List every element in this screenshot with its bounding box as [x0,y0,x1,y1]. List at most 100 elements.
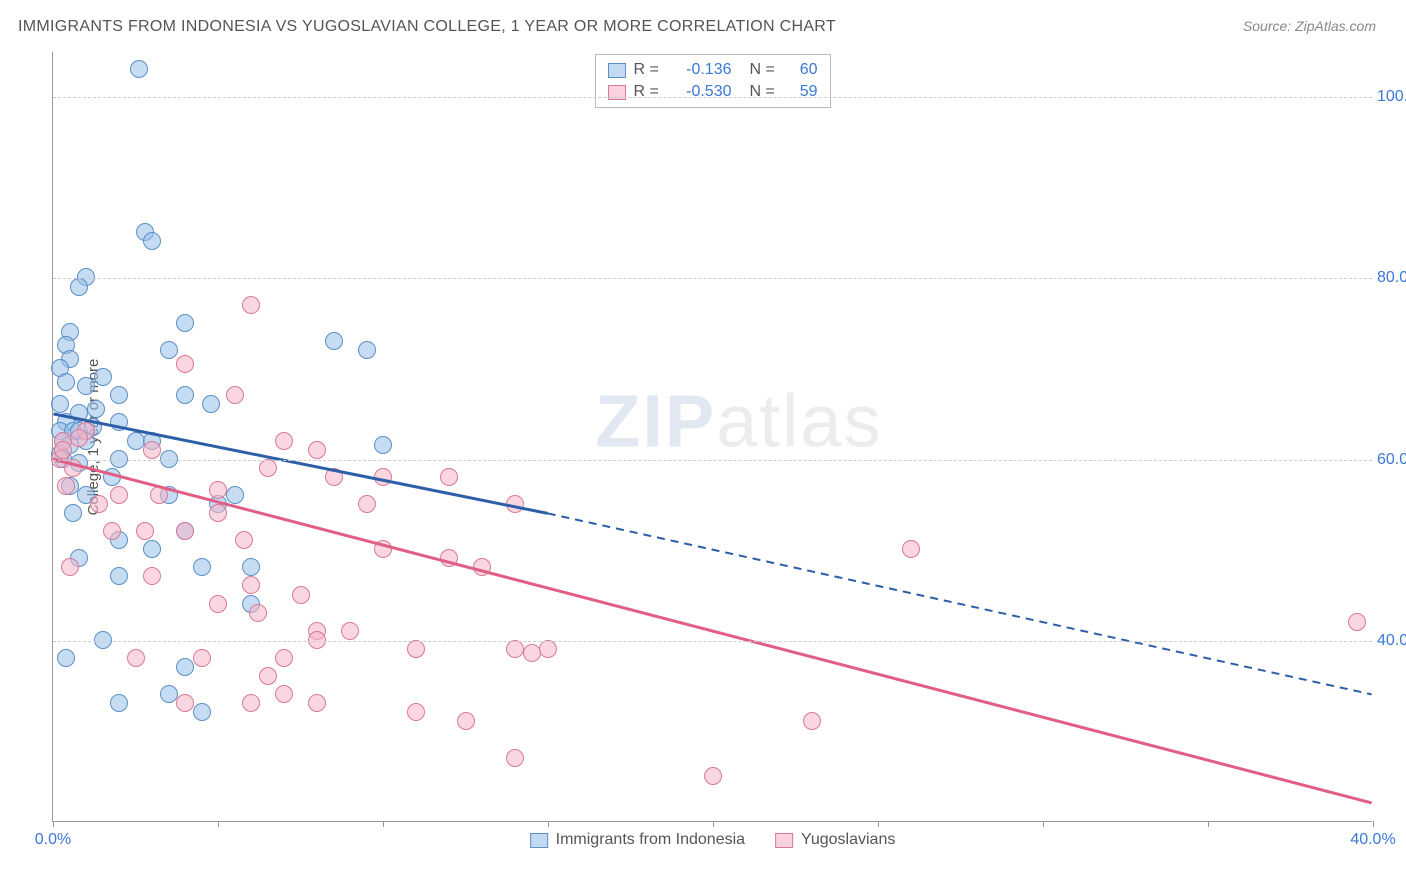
chart-title: IMMIGRANTS FROM INDONESIA VS YUGOSLAVIAN… [18,18,836,36]
y-tick-label: 60.0% [1377,451,1406,469]
data-point [176,694,194,712]
legend-correlation: R =-0.136N =60R =-0.530N =59 [595,54,831,108]
data-point [176,314,194,332]
data-point [506,640,524,658]
data-point [87,400,105,418]
legend-n-value: 60 [788,61,818,79]
grid-line [53,97,1372,98]
trend-line-dashed [548,513,1372,694]
data-point [374,468,392,486]
data-point [523,644,541,662]
data-point [506,749,524,767]
data-point [457,712,475,730]
x-tick-mark [713,821,714,827]
data-point [235,531,253,549]
legend-r-label: R = [634,61,664,79]
legend-n-label: N = [750,61,780,79]
data-point [704,767,722,785]
data-point [110,694,128,712]
data-point [70,429,88,447]
legend-swatch [530,833,548,848]
x-tick-mark [53,821,54,827]
data-point [193,703,211,721]
data-point [202,395,220,413]
x-tick-mark [383,821,384,827]
data-point [275,432,293,450]
y-tick-label: 40.0% [1377,632,1406,650]
legend-swatch [775,833,793,848]
data-point [160,685,178,703]
data-point [176,658,194,676]
data-point [103,522,121,540]
data-point [259,459,277,477]
data-point [57,477,75,495]
legend-series: Immigrants from Indonesia Yugoslavians [530,831,896,849]
data-point [94,368,112,386]
data-point [209,481,227,499]
x-tick-mark [218,821,219,827]
data-point [325,468,343,486]
data-point [176,386,194,404]
watermark: ZIPatlas [595,379,882,464]
data-point [341,622,359,640]
data-point [193,649,211,667]
data-point [407,703,425,721]
data-point [143,441,161,459]
data-point [77,377,95,395]
x-tick-mark [548,821,549,827]
data-point [902,540,920,558]
grid-line [53,641,1372,642]
data-point [473,558,491,576]
data-point [70,278,88,296]
data-point [275,649,293,667]
data-point [57,649,75,667]
data-point [209,595,227,613]
data-point [110,413,128,431]
data-point [110,386,128,404]
data-point [130,60,148,78]
data-point [259,667,277,685]
data-point [407,640,425,658]
x-tick-mark [1043,821,1044,827]
data-point [51,395,69,413]
data-point [440,468,458,486]
data-point [127,432,145,450]
legend-series-item: Yugoslavians [775,831,895,849]
data-point [143,567,161,585]
legend-r-label: R = [634,83,664,101]
data-point [242,296,260,314]
data-point [226,386,244,404]
legend-series-label: Immigrants from Indonesia [556,831,745,849]
data-point [209,504,227,522]
x-tick-mark [878,821,879,827]
data-point [242,694,260,712]
data-point [1348,613,1366,631]
data-point [57,373,75,391]
data-point [292,586,310,604]
data-point [103,468,121,486]
data-point [64,459,82,477]
data-point [242,576,260,594]
data-point [358,341,376,359]
legend-series-label: Yugoslavians [801,831,895,849]
x-tick-mark [1373,821,1374,827]
data-point [160,341,178,359]
legend-n-value: 59 [788,83,818,101]
legend-correlation-row: R =-0.136N =60 [608,59,818,81]
legend-n-label: N = [750,83,780,101]
data-point [374,436,392,454]
x-tick-label: 40.0% [1350,831,1395,849]
data-point [70,404,88,422]
legend-correlation-row: R =-0.530N =59 [608,81,818,103]
data-point [136,522,154,540]
data-point [803,712,821,730]
data-point [249,604,267,622]
data-point [440,549,458,567]
y-tick-label: 80.0% [1377,269,1406,287]
data-point [176,355,194,373]
legend-swatch [608,63,626,78]
scatter-chart: College, 1 year or more ZIPatlas R =-0.1… [52,52,1372,822]
grid-line [53,460,1372,461]
grid-line [53,278,1372,279]
data-point [64,504,82,522]
